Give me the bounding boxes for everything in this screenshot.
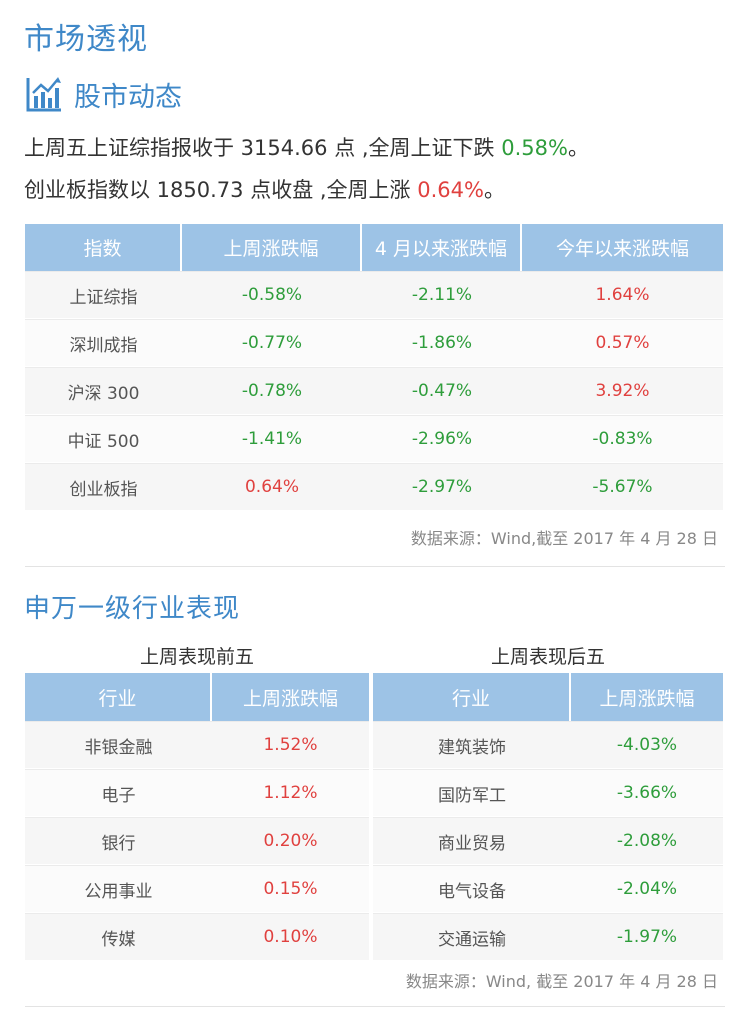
industry-name: 非银金融 bbox=[25, 721, 212, 769]
bottom5-industry-table: 行业 上周涨跌幅 建筑装饰 -4.03% 国防军工 -3.66% 商业贸易 -2.08% 电… bbox=[373, 673, 723, 961]
change-value: -0.58% bbox=[182, 271, 362, 319]
table-row: 国防军工 -3.66% bbox=[373, 769, 723, 817]
change-value: -1.97% bbox=[571, 913, 723, 961]
column-header: 行业 bbox=[373, 673, 571, 721]
column-header: 指数 bbox=[25, 224, 182, 271]
index-performance-table: 指数 上周涨跌幅 4 月以来涨跌幅 今年以来涨跌幅 上证综指 -0.58% -2.1… bbox=[25, 224, 723, 511]
data-source-note: 数据来源：Wind,截至 2017 年 4 月 28 日 bbox=[410, 529, 718, 548]
industry-name: 交通运输 bbox=[373, 913, 571, 961]
summary-text-end: 。 bbox=[483, 178, 505, 202]
change-value: -4.03% bbox=[571, 721, 723, 769]
summary-value: 0.58% bbox=[501, 136, 568, 160]
table-row: 上证综指 -0.58% -2.11% 1.64% bbox=[25, 271, 723, 319]
change-value: -0.83% bbox=[522, 415, 723, 463]
divider bbox=[25, 566, 725, 567]
industry-name: 银行 bbox=[25, 817, 212, 865]
column-header: 上周涨跌幅 bbox=[182, 224, 362, 271]
industry-name: 商业贸易 bbox=[373, 817, 571, 865]
table-row: 沪深 300 -0.78% -0.47% 3.92% bbox=[25, 367, 723, 415]
top5-caption: 上周表现前五 bbox=[139, 646, 254, 668]
change-value: -2.96% bbox=[362, 415, 522, 463]
table-row: 非银金融 1.52% bbox=[25, 721, 369, 769]
change-value: -1.86% bbox=[362, 319, 522, 367]
change-value: -2.11% bbox=[362, 271, 522, 319]
summary-line-sse: 上周五上证综指报收于 3154.66 点 ,全周上证下跌 0.58%。 bbox=[24, 132, 589, 162]
change-value: -5.67% bbox=[522, 463, 723, 511]
table-header-row: 指数 上周涨跌幅 4 月以来涨跌幅 今年以来涨跌幅 bbox=[25, 224, 723, 271]
table-row: 传媒 0.10% bbox=[25, 913, 369, 961]
industry-name: 国防军工 bbox=[373, 769, 571, 817]
column-header: 4 月以来涨跌幅 bbox=[362, 224, 522, 271]
change-value: -0.78% bbox=[182, 367, 362, 415]
data-source-note: 数据来源：Wind, 截至 2017 年 4 月 28 日 bbox=[405, 972, 718, 991]
index-name: 沪深 300 bbox=[25, 367, 182, 415]
table-row: 公用事业 0.15% bbox=[25, 865, 369, 913]
column-header: 上周涨跌幅 bbox=[212, 673, 369, 721]
bottom5-caption: 上周表现后五 bbox=[490, 646, 605, 668]
change-value: 0.10% bbox=[212, 913, 369, 961]
section-heading-industry: 申万一级行业表现 bbox=[24, 594, 241, 624]
table-row: 银行 0.20% bbox=[25, 817, 369, 865]
summary-text: 上周五上证综指报收于 3154.66 点 ,全周上证下跌 bbox=[24, 136, 502, 160]
change-value: -1.41% bbox=[182, 415, 362, 463]
summary-value: 0.64% bbox=[417, 178, 484, 202]
change-value: -0.77% bbox=[182, 319, 362, 367]
index-name: 深圳成指 bbox=[25, 319, 182, 367]
change-value: 3.92% bbox=[522, 367, 723, 415]
summary-text: 创业板指数以 1850.73 点收盘 ,全周上涨 bbox=[24, 178, 418, 202]
industry-name: 建筑装饰 bbox=[373, 721, 571, 769]
table-row: 电气设备 -2.04% bbox=[373, 865, 723, 913]
industry-name: 传媒 bbox=[25, 913, 212, 961]
table-row: 中证 500 -1.41% -2.96% -0.83% bbox=[25, 415, 723, 463]
table-row: 交通运输 -1.97% bbox=[373, 913, 723, 961]
change-value: -3.66% bbox=[571, 769, 723, 817]
change-value: -2.04% bbox=[571, 865, 723, 913]
change-value: 1.12% bbox=[212, 769, 369, 817]
table-header-row: 行业 上周涨跌幅 bbox=[373, 673, 723, 721]
column-header: 行业 bbox=[25, 673, 212, 721]
column-header: 今年以来涨跌幅 bbox=[522, 224, 723, 271]
table-row: 创业板指 0.64% -2.97% -5.67% bbox=[25, 463, 723, 511]
index-name: 创业板指 bbox=[25, 463, 182, 511]
summary-line-chinext: 创业板指数以 1850.73 点收盘 ,全周上涨 0.64%。 bbox=[24, 174, 505, 204]
index-name: 中证 500 bbox=[25, 415, 182, 463]
divider bbox=[25, 1006, 725, 1007]
bar-chart-icon bbox=[26, 77, 61, 112]
change-value: 0.20% bbox=[212, 817, 369, 865]
change-value: -2.97% bbox=[362, 463, 522, 511]
industry-name: 电气设备 bbox=[373, 865, 571, 913]
index-name: 上证综指 bbox=[25, 271, 182, 319]
table-row: 深圳成指 -0.77% -1.86% 0.57% bbox=[25, 319, 723, 367]
page-title: 市场透视 bbox=[24, 22, 148, 57]
table-header-row: 行业 上周涨跌幅 bbox=[25, 673, 369, 721]
table-row: 商业贸易 -2.08% bbox=[373, 817, 723, 865]
section-heading-label: 股市动态 bbox=[74, 81, 182, 113]
change-value: 1.64% bbox=[522, 271, 723, 319]
industry-name: 公用事业 bbox=[25, 865, 212, 913]
industry-name: 电子 bbox=[25, 769, 212, 817]
change-value: -0.47% bbox=[362, 367, 522, 415]
change-value: 0.15% bbox=[212, 865, 369, 913]
section-heading-stock-market: 股市动态 bbox=[24, 72, 182, 116]
change-value: 0.57% bbox=[522, 319, 723, 367]
table-row: 建筑装饰 -4.03% bbox=[373, 721, 723, 769]
change-value: 0.64% bbox=[182, 463, 362, 511]
change-value: 1.52% bbox=[212, 721, 369, 769]
top5-industry-table: 行业 上周涨跌幅 非银金融 1.52% 电子 1.12% 银行 0.20% 公用事业 0.15… bbox=[25, 673, 369, 961]
column-header: 上周涨跌幅 bbox=[571, 673, 723, 721]
change-value: -2.08% bbox=[571, 817, 723, 865]
table-row: 电子 1.12% bbox=[25, 769, 369, 817]
summary-text-end: 。 bbox=[567, 136, 589, 160]
